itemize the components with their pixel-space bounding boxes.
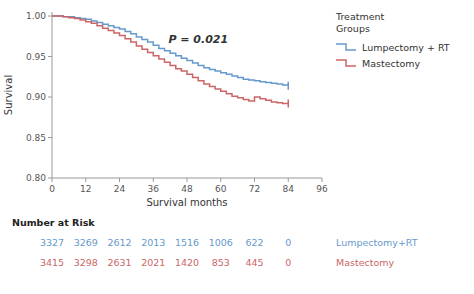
risk-row-label: Mastectomy bbox=[336, 257, 395, 268]
censor-mark bbox=[288, 82, 290, 90]
x-tick bbox=[220, 178, 221, 182]
x-tick bbox=[52, 178, 53, 182]
survival-curve bbox=[52, 16, 288, 103]
y-axis-label: Survival bbox=[3, 75, 14, 115]
x-tick-label: 60 bbox=[215, 184, 227, 194]
p-value: P = 0.021 bbox=[168, 33, 228, 46]
risk-count: 3269 bbox=[74, 237, 98, 248]
risk-count: 3298 bbox=[74, 257, 98, 268]
y-tick bbox=[48, 16, 52, 17]
y-tick-label: 0.85 bbox=[26, 133, 46, 143]
risk-count: 445 bbox=[245, 257, 263, 268]
legend-title: Groups bbox=[336, 23, 370, 34]
x-tick bbox=[254, 178, 255, 182]
risk-count: 3327 bbox=[40, 237, 64, 248]
risk-count: 3415 bbox=[40, 257, 64, 268]
x-tick-label: 72 bbox=[249, 184, 260, 194]
x-tick-label: 0 bbox=[49, 184, 55, 194]
x-tick bbox=[322, 178, 323, 182]
y-tick bbox=[48, 56, 52, 57]
x-axis-label: Survival months bbox=[146, 197, 227, 208]
x-tick bbox=[119, 178, 120, 182]
risk-table: Number at Risk Lumpectomy+RT 3327 3269 2612 2… bbox=[12, 217, 418, 268]
y-tick-label: 0.80 bbox=[26, 173, 46, 183]
x-tick-label: 24 bbox=[114, 184, 126, 194]
x-tick-label: 96 bbox=[316, 184, 328, 194]
risk-count: 2631 bbox=[107, 257, 131, 268]
plot-area bbox=[52, 16, 288, 107]
legend-swatch bbox=[336, 44, 356, 50]
risk-count: 1420 bbox=[175, 257, 199, 268]
y-tick bbox=[48, 97, 52, 98]
y-axis-line bbox=[52, 12, 53, 178]
risk-count: 0 bbox=[285, 237, 291, 248]
chart: 0 12 24 36 48 60 72 84 96 0.80 0.85 0.90 0.95 1.00 Sur… bbox=[0, 0, 474, 294]
risk-count: 1006 bbox=[209, 237, 233, 248]
axes: 0 12 24 36 48 60 72 84 96 0.80 0.85 0.90 0.95 1.00 bbox=[26, 11, 328, 194]
y-tick bbox=[48, 178, 52, 179]
y-tick-label: 0.90 bbox=[26, 92, 46, 102]
legend-title: Treatment bbox=[335, 11, 385, 22]
x-tick-label: 12 bbox=[80, 184, 91, 194]
x-tick-label: 36 bbox=[148, 184, 160, 194]
risk-count: 2021 bbox=[141, 257, 165, 268]
y-tick-label: 1.00 bbox=[26, 11, 46, 21]
survival-curve bbox=[52, 16, 288, 86]
risk-count: 2612 bbox=[107, 237, 131, 248]
censor-mark bbox=[288, 100, 290, 108]
risk-title: Number at Risk bbox=[12, 217, 95, 228]
y-tick bbox=[48, 137, 52, 138]
x-tick-label: 84 bbox=[283, 184, 295, 194]
x-tick bbox=[153, 178, 154, 182]
x-tick bbox=[288, 178, 289, 182]
risk-count: 853 bbox=[212, 257, 230, 268]
y-tick-label: 0.95 bbox=[26, 52, 46, 62]
risk-count: 622 bbox=[245, 237, 263, 248]
legend-entry: Lumpectomy + RT bbox=[362, 42, 450, 53]
legend-swatch bbox=[336, 60, 356, 66]
risk-row-label: Lumpectomy+RT bbox=[336, 237, 418, 248]
legend-entry: Mastectomy bbox=[362, 58, 421, 69]
x-tick bbox=[187, 178, 188, 182]
x-tick-label: 48 bbox=[181, 184, 193, 194]
risk-count: 1516 bbox=[175, 237, 199, 248]
risk-count: 0 bbox=[285, 257, 291, 268]
x-tick bbox=[85, 178, 86, 182]
risk-count: 2013 bbox=[141, 237, 165, 248]
legend: TreatmentGroups Lumpectomy + RT Mastectomy bbox=[335, 11, 450, 69]
